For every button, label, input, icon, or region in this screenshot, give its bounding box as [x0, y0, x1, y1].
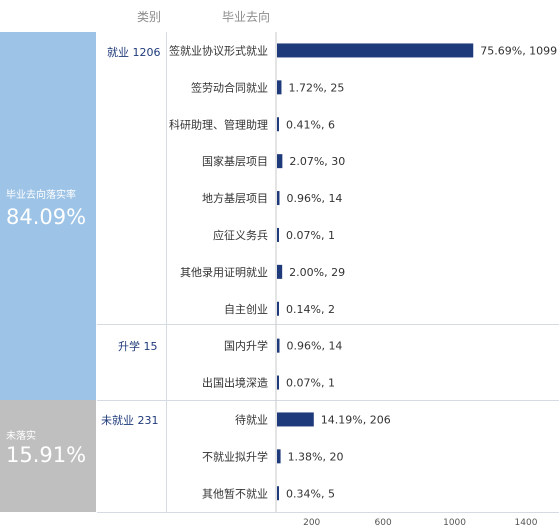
bar-data-label: 0.96%, 14: [287, 192, 343, 205]
bar-category-label: 其他暂不就业: [202, 486, 268, 500]
bar: [277, 117, 279, 132]
bar: [277, 80, 282, 95]
bar-category-label: 不就业拟升学: [202, 449, 268, 463]
bar: [277, 338, 280, 353]
bar: [277, 227, 279, 242]
bar: [277, 301, 279, 316]
header-destination: 毕业去向: [222, 10, 271, 24]
bar-data-label: 0.34%, 5: [286, 487, 335, 500]
bar: [277, 449, 281, 464]
x-tick-label: 600: [375, 518, 392, 528]
bar-data-label: 0.07%, 1: [286, 377, 335, 390]
bar-category-label: 自主创业: [224, 303, 268, 316]
placement-rate-value: 84.09%: [6, 205, 87, 229]
category-employment: 就业 1206: [107, 46, 161, 59]
category-unemployed: 未就业 231: [101, 414, 159, 427]
bar-data-label: 0.41%, 6: [286, 118, 335, 131]
placement-rate-block: 毕业去向落实率 84.09%: [0, 32, 96, 400]
x-tick-label: 1400: [515, 518, 538, 528]
bar-data-label: 0.96%, 14: [287, 340, 343, 353]
bar-category-label: 地方基层项目: [202, 191, 268, 205]
bar-data-label: 2.07%, 30: [289, 155, 345, 168]
bar: [277, 486, 279, 501]
not-placed-value: 15.91%: [6, 443, 87, 467]
x-tick-label: 200: [303, 518, 320, 528]
bar-data-label: 75.69%, 1099: [480, 44, 557, 57]
bar-data-label: 14.19%, 206: [321, 413, 391, 426]
bar: [277, 375, 279, 390]
group-separator: [97, 400, 559, 401]
bar-category-label: 签劳动合同就业: [191, 80, 268, 94]
bar: [277, 43, 474, 58]
bar-data-label: 0.07%, 1: [286, 229, 335, 242]
x-tick-label: 1000: [443, 518, 466, 528]
bar-data-label: 1.38%, 20: [288, 450, 344, 463]
not-placed-label: 未落实: [6, 431, 36, 442]
bar: [277, 191, 280, 206]
group-separator: [97, 512, 559, 513]
bar: [277, 412, 314, 427]
bar-data-label: 2.00%, 29: [289, 266, 345, 279]
bar: [277, 264, 283, 279]
bar-category-label: 国内升学: [224, 339, 268, 353]
bar-data-label: 1.72%, 25: [288, 81, 344, 94]
bar: [277, 154, 283, 169]
bar-category-label: 应征义务兵: [213, 228, 268, 242]
category-further-study: 升学 15: [118, 340, 158, 353]
bar-category-label: 出国出境深造: [202, 376, 268, 390]
placement-rate-label: 毕业去向落实率: [6, 190, 76, 201]
bar-category-label: 签就业协议形式就业: [169, 43, 268, 57]
not-placed-block: 未落实 15.91%: [0, 400, 96, 512]
bar-category-label: 其他录用证明就业: [180, 265, 268, 279]
group-separator: [97, 324, 559, 325]
bar-category-label: 科研助理、管理助理: [169, 117, 268, 131]
header-category: 类别: [137, 10, 162, 24]
bar-data-label: 0.14%, 2: [286, 303, 335, 316]
bar-category-label: 国家基层项目: [202, 154, 268, 168]
category-column-divider: [166, 32, 167, 512]
bar-category-label: 待就业: [235, 412, 268, 426]
